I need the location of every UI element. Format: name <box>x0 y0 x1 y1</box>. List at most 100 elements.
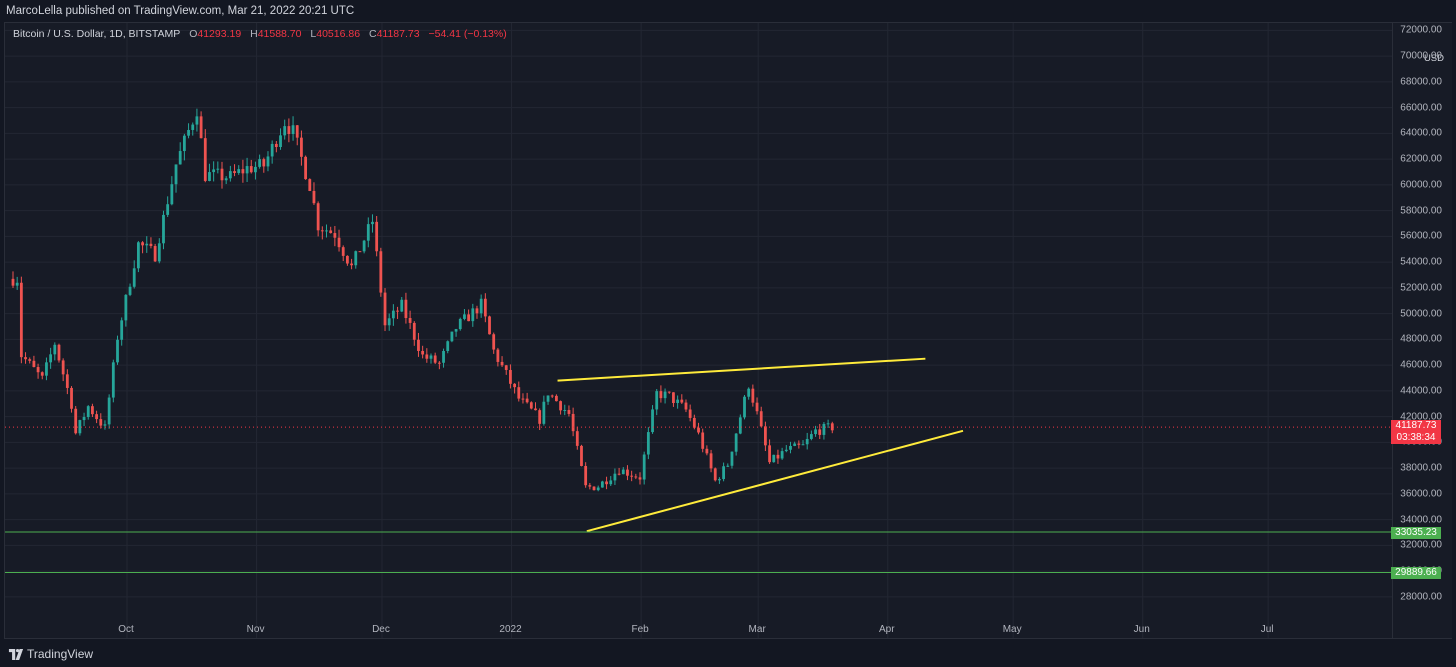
symbol-legend: Bitcoin / U.S. Dollar, 1D, BITSTAMP O412… <box>13 28 513 40</box>
time-tick-label: Mar <box>748 624 766 635</box>
candle-body <box>772 454 776 463</box>
candle-body <box>538 410 542 424</box>
candle-body <box>337 237 341 248</box>
candle-body <box>137 242 140 269</box>
candle-body <box>688 409 692 418</box>
candle-body <box>676 399 680 404</box>
candle-body <box>709 453 713 469</box>
candle-body <box>132 268 136 287</box>
candle-body <box>74 408 78 434</box>
time-tick-label: Nov <box>246 624 265 635</box>
candle-body <box>701 432 705 449</box>
trendline[interactable] <box>557 357 926 382</box>
candle-body <box>630 475 634 477</box>
time-tick-label: Dec <box>372 624 390 635</box>
candle-body <box>496 349 500 362</box>
price-tick-label: 64000.00 <box>1400 127 1442 139</box>
candle-body <box>475 308 479 314</box>
last-price-value: 41187.73 <box>1395 420 1437 431</box>
candle-body <box>726 465 730 467</box>
price-tick-label: 72000.00 <box>1400 24 1442 36</box>
candle-body <box>655 391 659 410</box>
candle-body <box>191 124 195 130</box>
time-axis[interactable]: Oct Nov Dec 2022 Feb Mar Apr May Jun Jul <box>4 618 1393 640</box>
candle-body <box>49 354 53 363</box>
candle-body <box>220 168 224 181</box>
candle-body <box>672 392 675 404</box>
candle-body <box>78 420 82 434</box>
candle-body <box>559 401 562 411</box>
candle-body <box>199 116 203 139</box>
candle-body <box>571 413 575 432</box>
candle-body <box>805 438 809 445</box>
candle-body <box>492 334 496 350</box>
candle-body <box>308 179 312 191</box>
candle-body <box>228 171 232 179</box>
candle-body <box>279 135 282 148</box>
candle-body <box>525 398 529 403</box>
candle-body <box>563 410 567 412</box>
candle-body <box>463 314 466 319</box>
low-value: 40516.86 <box>316 28 361 40</box>
candle-body <box>642 454 646 480</box>
candle-body <box>174 164 178 185</box>
candle-body <box>124 294 128 321</box>
published-caption: MarcoLella published on TradingView.com,… <box>6 5 355 17</box>
candle-body <box>684 402 688 410</box>
candle-body <box>609 480 613 485</box>
candle-body <box>605 481 608 485</box>
candle-body <box>504 365 508 370</box>
candle-body <box>500 361 504 366</box>
candle-body <box>646 432 650 455</box>
candle-body <box>600 481 604 488</box>
candle-body <box>224 178 228 181</box>
candle-body <box>358 251 362 253</box>
candle-body <box>295 125 299 138</box>
candle-body <box>107 397 111 425</box>
candle-body <box>768 445 771 463</box>
candle-body <box>488 316 491 335</box>
price-tick-label: 50000.00 <box>1400 308 1442 320</box>
candle-body <box>692 417 696 428</box>
trendline[interactable] <box>586 429 964 533</box>
time-tick-label: May <box>1002 624 1022 635</box>
candle-body <box>45 362 48 376</box>
candle-body <box>157 243 161 262</box>
price-tick-label: 68000.00 <box>1400 76 1442 88</box>
candle-body <box>145 243 149 246</box>
candle-body <box>542 401 546 424</box>
candle-body <box>28 359 32 361</box>
candle-body <box>567 410 571 414</box>
candle-body <box>617 473 621 475</box>
candle-body <box>513 383 516 388</box>
high-label: H <box>250 28 258 40</box>
candle-body <box>95 414 98 420</box>
candle-body <box>32 360 36 368</box>
chart-pane[interactable] <box>4 22 1393 639</box>
candle-body <box>249 166 253 173</box>
candle-body <box>153 246 157 262</box>
candle-body <box>128 286 132 295</box>
candle-body <box>584 465 588 486</box>
candle-body <box>818 429 822 435</box>
candle-body <box>91 406 94 415</box>
candle-body <box>667 391 671 393</box>
time-tick-label: Jul <box>1260 624 1274 635</box>
candle-body <box>178 151 182 165</box>
candle-body <box>19 282 23 358</box>
price-tick-label: 48000.00 <box>1400 333 1442 345</box>
candle-body <box>350 263 353 266</box>
price-tick-label: 42000.00 <box>1400 411 1442 423</box>
candle-body <box>162 214 165 244</box>
candle-body <box>830 423 834 431</box>
candle-body <box>429 355 433 359</box>
candle-body <box>555 395 558 402</box>
candle-body <box>509 369 512 384</box>
price-tick-label: 44000.00 <box>1400 385 1442 397</box>
candle-body <box>312 190 316 204</box>
candle-body <box>759 411 763 427</box>
price-axis[interactable]: USD 72000.00 70000.00 68000.00 66000.00 6400… <box>1393 22 1452 639</box>
candle-body <box>801 444 805 446</box>
candle-body <box>663 391 667 399</box>
candle-body <box>521 398 525 400</box>
